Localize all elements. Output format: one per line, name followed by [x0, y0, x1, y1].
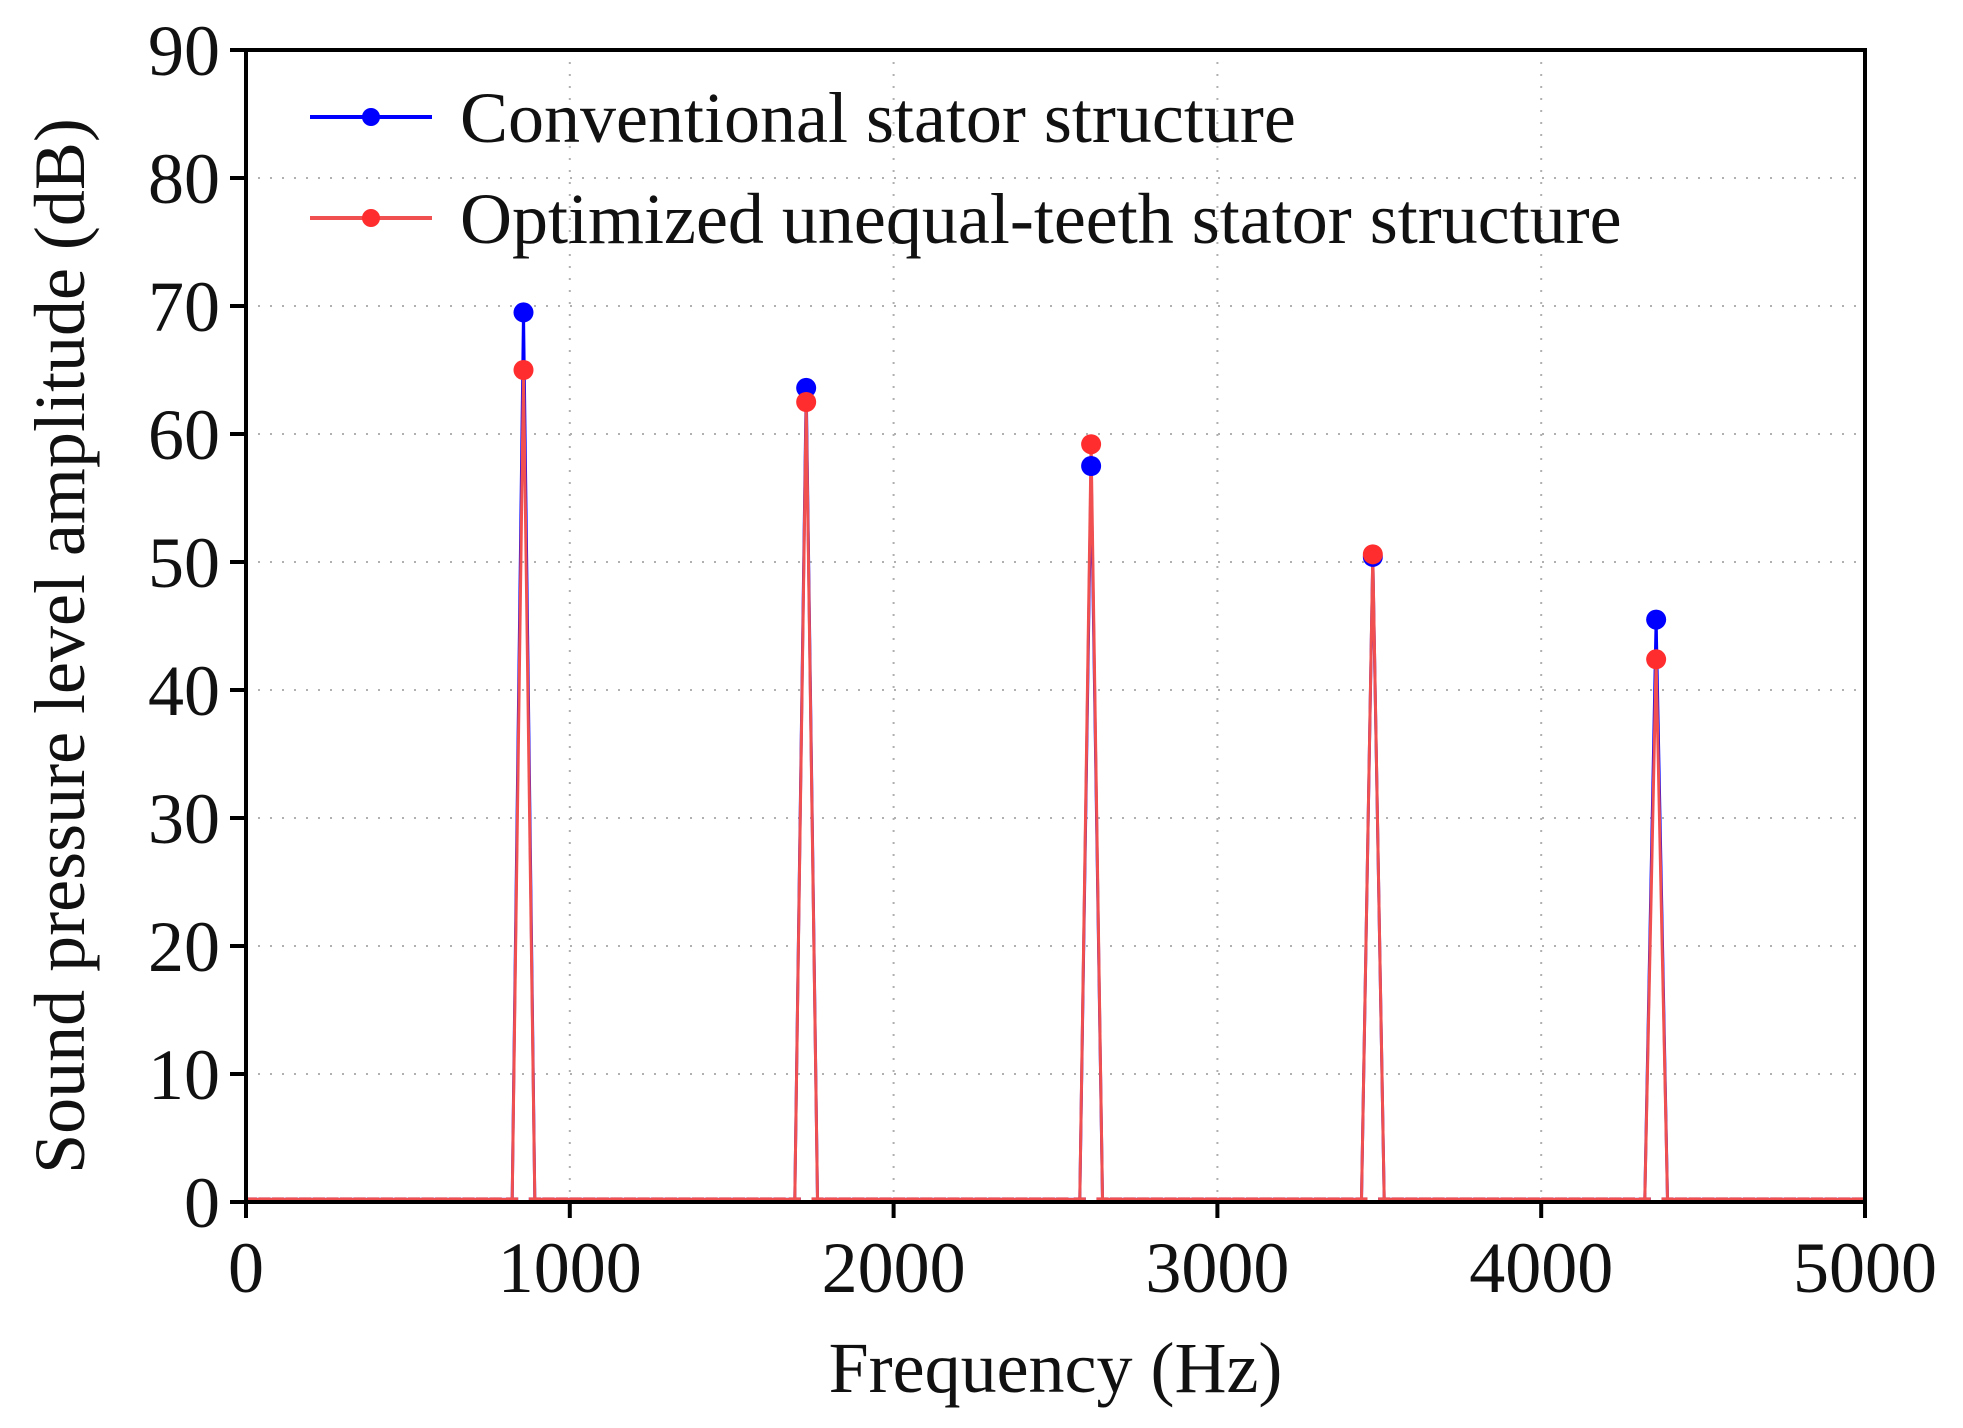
data-point — [796, 377, 817, 398]
y-tick-label: 20 — [148, 907, 220, 987]
plot-series — [244, 302, 1864, 1202]
y-tick-label: 60 — [148, 395, 220, 475]
data-point — [1081, 434, 1102, 455]
data-point — [1646, 609, 1667, 630]
grid — [246, 50, 1865, 1202]
x-tick-label: 0 — [228, 1228, 264, 1308]
peak-markers-optimized — [513, 360, 1667, 670]
legend-marker — [362, 108, 380, 126]
y-tick-label: 50 — [148, 523, 220, 603]
data-point — [513, 360, 534, 380]
series-line — [250, 312, 1858, 1201]
plot-frame — [244, 48, 1867, 1204]
data-point — [1362, 544, 1383, 565]
series-conventional — [244, 312, 1864, 1202]
x-tick-label: 4000 — [1469, 1228, 1613, 1308]
data-point — [513, 302, 534, 323]
data-point — [1081, 456, 1102, 476]
peak-markers-conventional — [513, 302, 1667, 630]
x-tick-label: 2000 — [822, 1228, 966, 1308]
data-point — [796, 392, 817, 412]
y-tick-label: 80 — [148, 139, 220, 219]
axis-ticks: 0 10 20 30 40 50 60 70 80 90 0 1000 2000 3000 4000 5000 — [148, 11, 1937, 1308]
data-point — [1646, 649, 1667, 670]
y-tick-label: 90 — [148, 11, 220, 91]
x-axis-label: Frequency (Hz) — [829, 1328, 1283, 1408]
y-tick-label: 0 — [184, 1163, 220, 1243]
legend-marker — [362, 209, 380, 227]
y-tick-label: 30 — [148, 779, 220, 859]
legend-label: Conventional stator structure — [460, 78, 1296, 158]
x-tick-label: 1000 — [498, 1228, 642, 1308]
y-tick-label: 70 — [148, 267, 220, 347]
y-axis-label: Sound pressure level amplitude (dB) — [20, 118, 100, 1174]
series-optimized — [244, 369, 1864, 1202]
legend: Conventional stator structure Optimized u… — [310, 78, 1622, 259]
x-tick-label: 3000 — [1145, 1228, 1289, 1308]
x-tick-label: 5000 — [1793, 1228, 1937, 1308]
series-line — [250, 369, 1858, 1201]
y-tick-label: 40 — [148, 651, 220, 731]
legend-label: Optimized unequal-teeth stator structure — [460, 179, 1622, 259]
y-tick-label: 10 — [148, 1035, 220, 1115]
